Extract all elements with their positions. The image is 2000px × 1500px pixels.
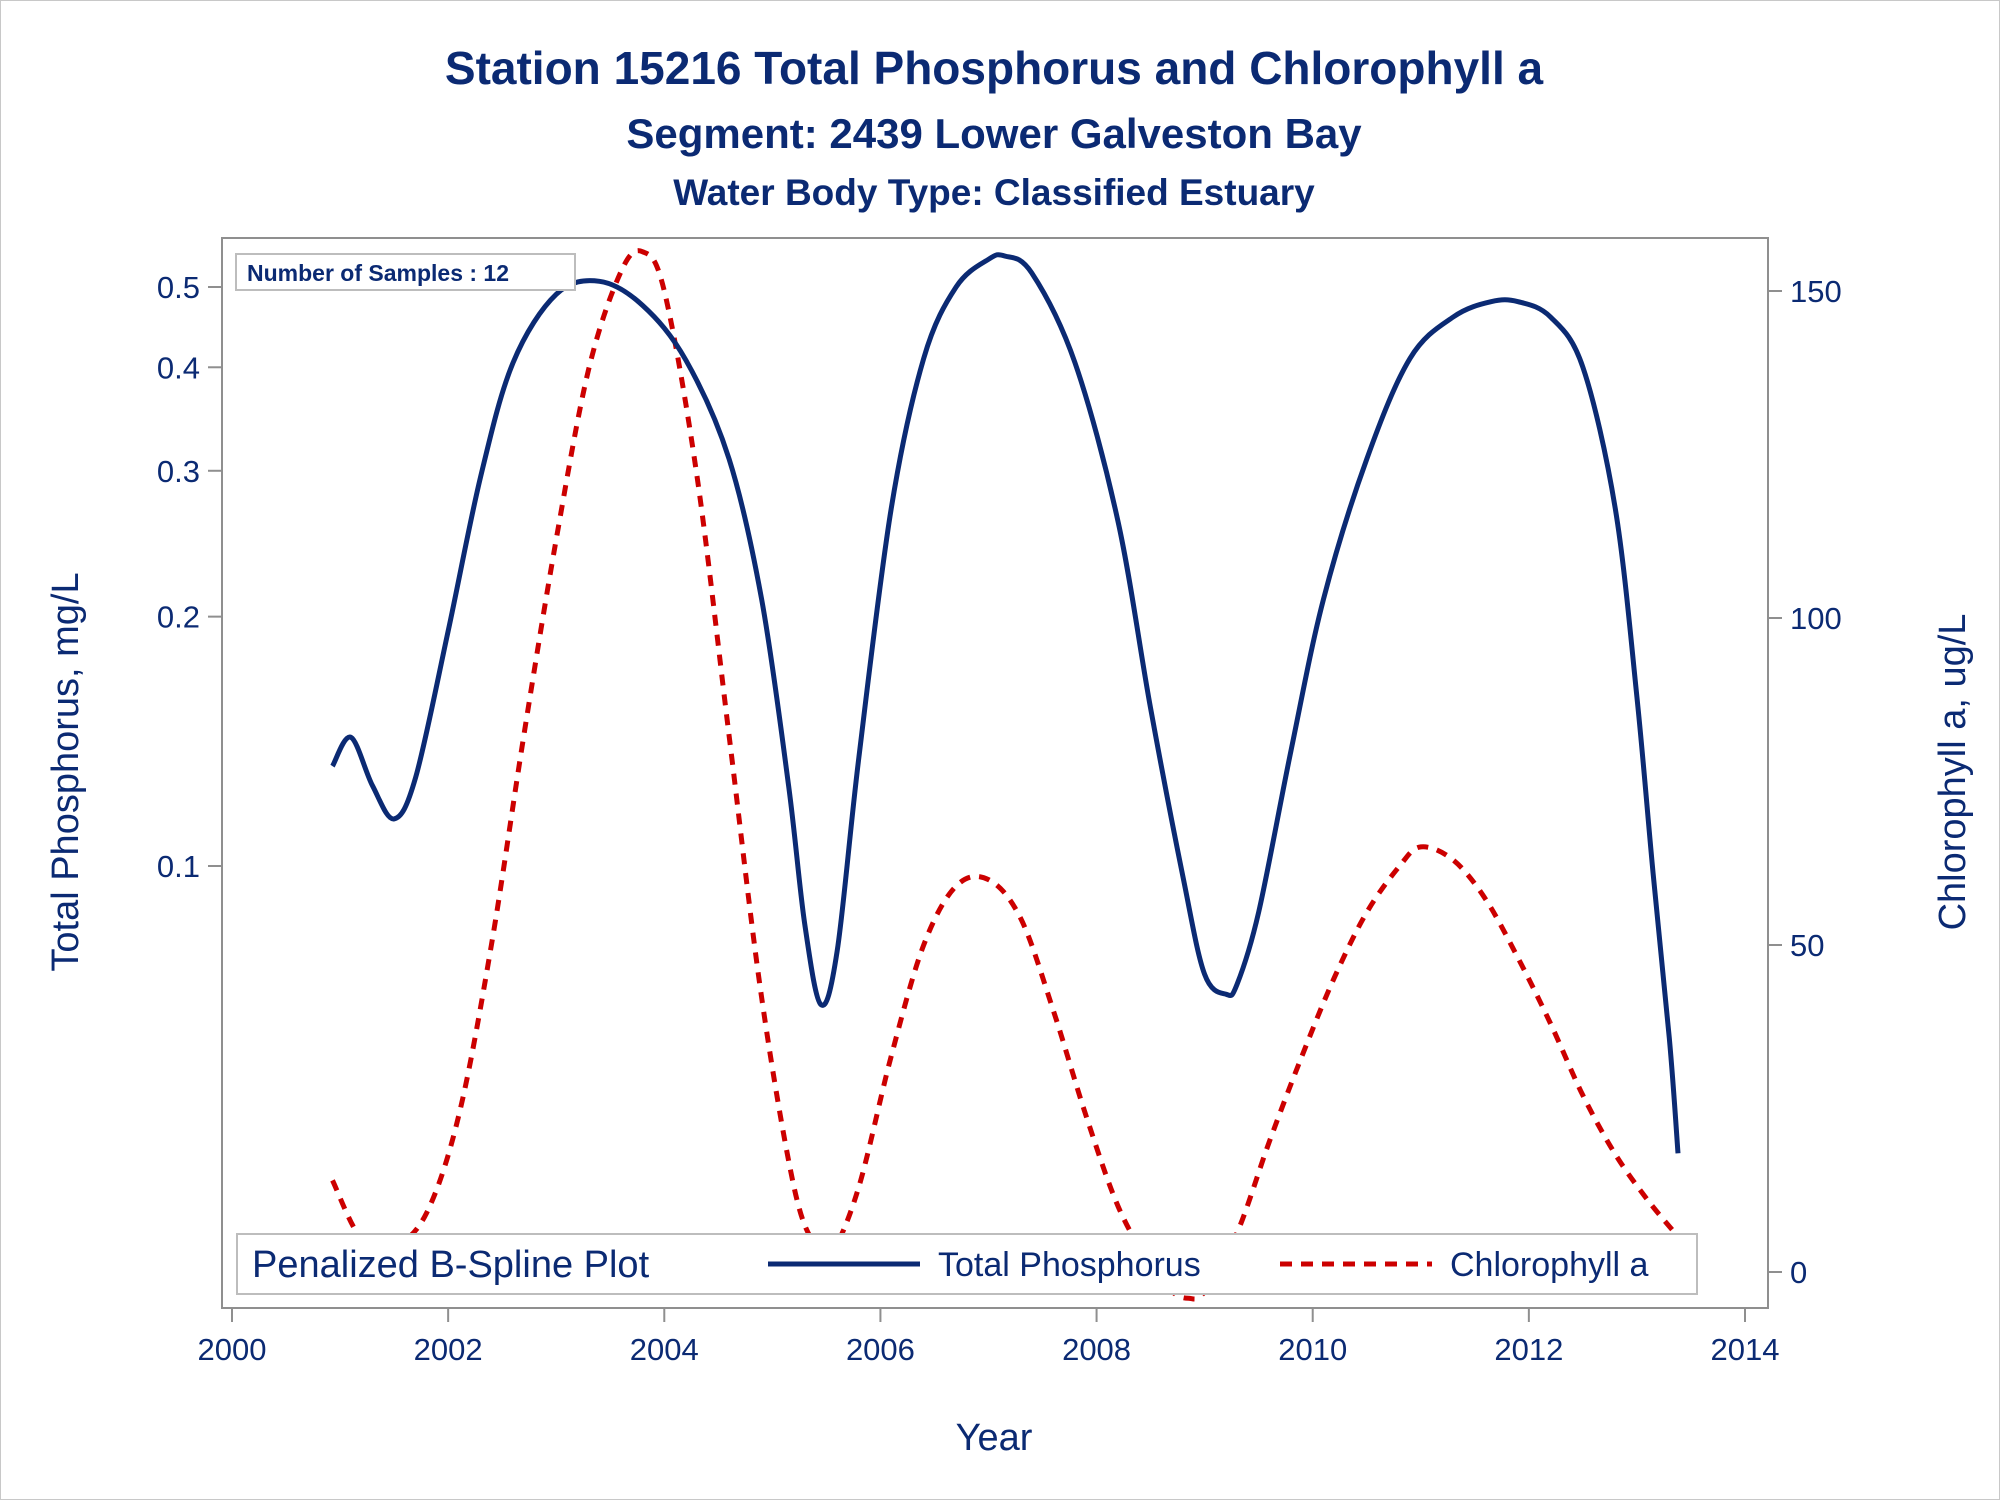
y-left-tick-label: 0.2	[157, 600, 200, 635]
chart-subtitle: Segment: 2439 Lower Galveston Bay	[626, 110, 1362, 157]
series-line-total-phosphorus	[330, 252, 1681, 1154]
legend-entry-total-phosphorus: Total Phosphorus	[938, 1246, 1201, 1284]
chart-title: Station 15216 Total Phosphorus and Chlor…	[445, 42, 1544, 94]
x-axis-label: Year	[956, 1417, 1033, 1459]
chart-subtitle-2: Water Body Type: Classified Estuary	[673, 172, 1315, 213]
y-axis-right-label: Chlorophyll a, ug/L	[1932, 614, 1974, 931]
x-tick-label: 2000	[198, 1332, 267, 1367]
y-right-tick-label: 0	[1790, 1255, 1807, 1290]
y-left-tick-label: 0.3	[157, 454, 200, 489]
x-tick-label: 2008	[1062, 1332, 1131, 1367]
x-tick-label: 2014	[1711, 1332, 1780, 1367]
right-y-axis: 0 50 100 150	[1768, 274, 1842, 1290]
y-left-tick-label: 0.5	[157, 270, 200, 305]
y-right-tick-label: 100	[1790, 601, 1842, 636]
legend-box	[236, 1233, 1698, 1295]
inset-text: Number of Samples : 12	[247, 260, 509, 286]
left-y-axis: 0.1 0.2 0.3 0.4 0.5	[157, 270, 222, 884]
x-tick-label: 2004	[630, 1332, 699, 1367]
legend: Penalized B-Spline Plot Total Phosphorus…	[236, 1233, 1698, 1295]
y-axis-left-label: Total Phosphorus, mg/L	[45, 572, 87, 971]
x-axis: 2000 2002 2004 2006 2008 2010 2012 2014	[198, 1308, 1780, 1367]
y-right-tick-label: 50	[1790, 928, 1824, 963]
series-layer	[330, 248, 1681, 1302]
x-tick-label: 2006	[846, 1332, 915, 1367]
sample-count-inset: Number of Samples : 12	[235, 253, 576, 291]
series-line-chlorophyll-a	[330, 248, 1677, 1302]
legend-entry-chlorophyll-a: Chlorophyll a	[1450, 1246, 1649, 1284]
y-left-tick-label: 0.4	[157, 350, 200, 385]
x-tick-label: 2010	[1278, 1332, 1347, 1367]
inset-box	[235, 253, 576, 291]
y-right-tick-label: 150	[1790, 274, 1842, 309]
legend-title: Penalized B-Spline Plot	[252, 1244, 650, 1286]
x-tick-label: 2012	[1494, 1332, 1563, 1367]
plot-area	[221, 237, 1769, 1309]
y-left-tick-label: 0.1	[157, 849, 200, 884]
x-tick-label: 2002	[414, 1332, 483, 1367]
